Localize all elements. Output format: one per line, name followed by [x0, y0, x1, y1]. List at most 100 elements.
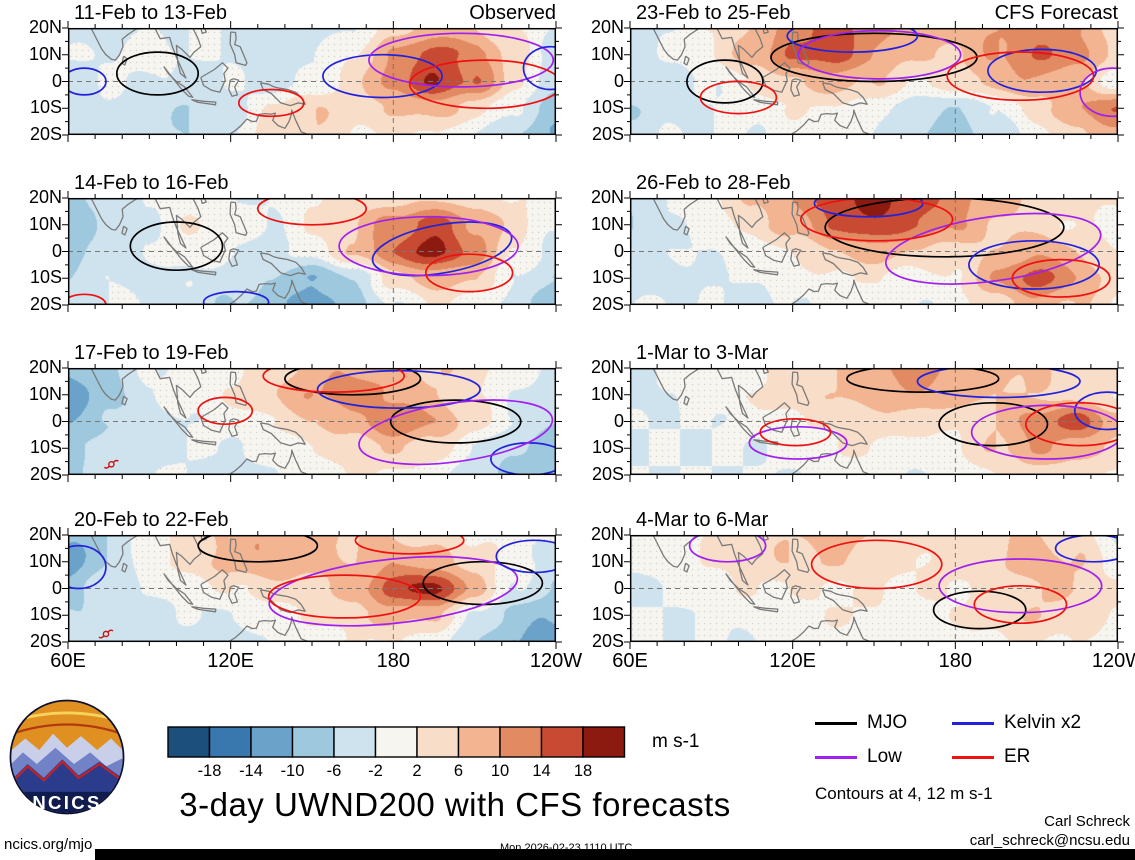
colorbar-label: 10	[491, 762, 509, 780]
panel-map-content	[68, 368, 556, 475]
panel-map-content	[68, 535, 556, 642]
lat-tick-label: 10S	[29, 97, 62, 118]
low-contour	[268, 555, 519, 627]
mjo-contour	[115, 51, 200, 96]
lon-tick-label: 120E	[769, 650, 817, 672]
panel-overlay	[62, 361, 562, 482]
er-contour	[810, 539, 943, 590]
er-contour	[799, 198, 954, 242]
low-contour	[970, 404, 1118, 460]
mjo-contour	[932, 590, 1027, 630]
coastlines	[652, 198, 873, 305]
lon-tick-label: 180	[938, 650, 973, 672]
coastlines	[652, 368, 873, 475]
lon-tick-label: 120E	[207, 650, 255, 672]
er-contour	[424, 253, 514, 293]
low-contour	[885, 212, 1102, 285]
colorbar-label: -18	[198, 762, 222, 780]
figure-title: 3-day UWND200 with CFS forecasts	[179, 786, 731, 823]
er-contour	[1024, 401, 1118, 447]
kelvin-legend-line	[952, 722, 994, 725]
bottom-bar	[95, 849, 1135, 860]
lat-tick-label: 20S	[29, 631, 62, 651]
mjo-contour	[686, 59, 764, 104]
lat-tick-label: 10N	[28, 550, 62, 571]
lat-tick-label: 10S	[29, 437, 62, 458]
axis-ticks	[62, 528, 562, 649]
lat-tick-label: 20N	[28, 17, 62, 37]
legend-label-mjo: MJO	[867, 712, 908, 733]
coastlines	[90, 198, 311, 305]
kelvin-contour	[968, 239, 1100, 290]
colorbar-cell	[540, 726, 584, 758]
lat-tick-label: 20N	[28, 187, 62, 207]
axis-ticks	[62, 191, 562, 312]
er-contour	[699, 80, 778, 115]
colorbar-cell	[208, 726, 252, 758]
panel-map-content	[630, 28, 1118, 135]
lat-tick-label: 10N	[590, 550, 624, 571]
er-contour	[946, 51, 1095, 102]
kelvin-contour	[316, 369, 481, 409]
axis-ticks	[624, 21, 1124, 142]
kelvin-contour	[1073, 391, 1118, 431]
er-contour	[262, 368, 406, 393]
kelvin-contour	[68, 544, 107, 590]
panel-overlay	[624, 21, 1124, 142]
lat-tick-label: 10S	[591, 437, 624, 458]
er-contour	[408, 59, 556, 110]
logo-text: NCICS	[32, 792, 101, 813]
lat-tick-label: 10N	[590, 383, 624, 404]
mjo-contour	[938, 401, 1049, 447]
low-contour	[938, 558, 1103, 614]
colorbar-label: 14	[532, 762, 550, 780]
coastlines	[90, 368, 311, 475]
lat-tick-label: 0	[51, 70, 62, 91]
lat-tick-label: 10S	[591, 604, 624, 625]
mjo-contour	[197, 535, 319, 563]
lat-tick-label: 10S	[29, 604, 62, 625]
er-contour	[237, 88, 305, 118]
kelvin-contour	[522, 45, 556, 91]
panel-overlay	[62, 21, 562, 142]
colorbar-label: -2	[368, 762, 383, 780]
mjo-contour	[846, 368, 1000, 393]
mjo-contour	[284, 368, 422, 396]
panel-title: 4-Mar to 6-Mar	[636, 509, 769, 531]
er-contour	[354, 535, 465, 555]
panel-title: 23-Feb to 25-Feb	[636, 2, 791, 24]
lon-tick-label: 60E	[612, 650, 648, 672]
storm-icon	[103, 459, 119, 469]
column-heading: CFS Forecast	[994, 2, 1118, 24]
storm-icon	[98, 629, 114, 639]
colorbar-cell	[291, 726, 335, 758]
lat-tick-label: 20N	[590, 357, 624, 377]
lon-tick-label: 120W	[1091, 650, 1135, 672]
er-contour	[759, 417, 832, 447]
lat-tick-label: 20N	[590, 187, 624, 207]
colorbar-label: -10	[281, 762, 305, 780]
lat-tick-label: 10S	[591, 97, 624, 118]
colorbar-cell	[457, 726, 501, 758]
er-contour	[68, 293, 107, 305]
kelvin-contour	[495, 539, 556, 574]
panel-title: 1-Mar to 3-Mar	[636, 342, 769, 364]
legend-label-kelvin: Kelvin x2	[1004, 712, 1082, 733]
mjo-legend-line	[815, 722, 857, 725]
lat-tick-label: 0	[613, 70, 624, 91]
axis-ticks	[624, 528, 1124, 649]
colorbar-label: -14	[239, 762, 263, 780]
coastlines	[652, 28, 873, 135]
mjo-contour	[129, 221, 224, 272]
kelvin-contour	[202, 290, 270, 305]
low-contour	[748, 425, 848, 460]
lat-tick-label: 10N	[590, 43, 624, 64]
lat-tick-label: 20N	[590, 524, 624, 544]
mjo-contour	[389, 399, 522, 444]
panel-border	[629, 534, 1119, 643]
footer-url: ncics.org/mjo	[4, 836, 93, 853]
footer-author: Carl Schreck	[1044, 813, 1130, 830]
lat-tick-label: 10S	[29, 267, 62, 288]
lat-tick-label: 20S	[29, 294, 62, 314]
lon-tick-label: 120W	[529, 650, 583, 672]
